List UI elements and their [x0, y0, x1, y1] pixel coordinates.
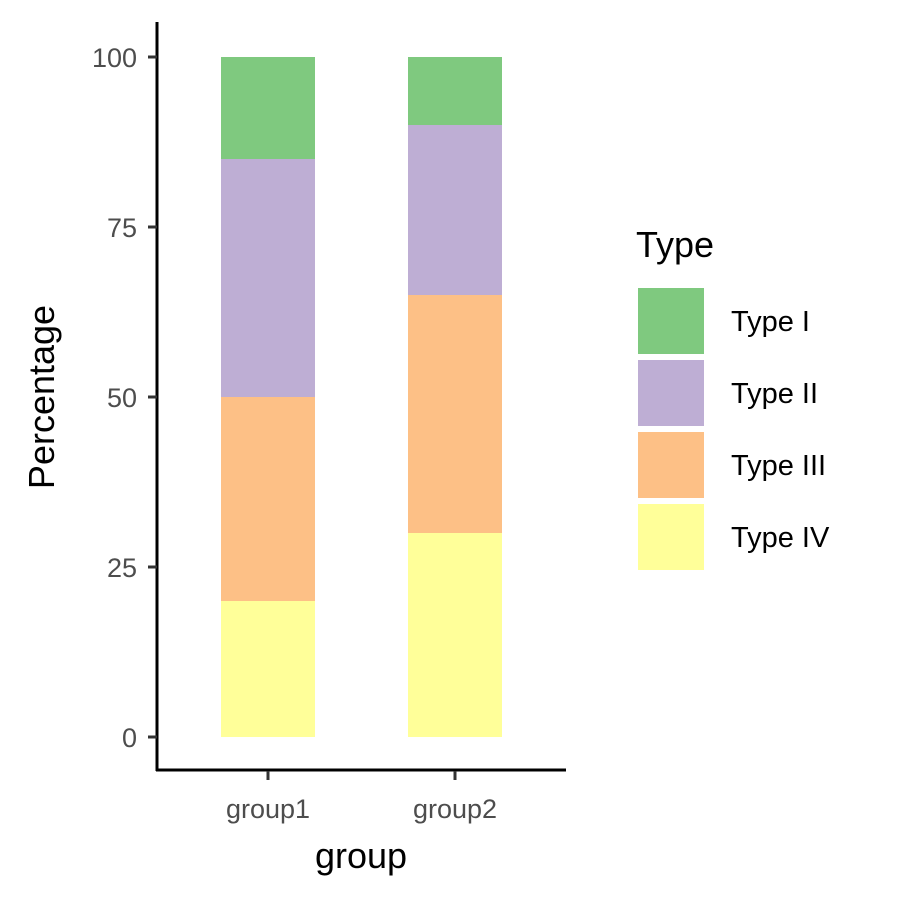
bar-segment-group2-type-iv — [408, 533, 502, 737]
legend-key-type-ii — [638, 360, 704, 426]
x-axis-title: group — [315, 835, 407, 876]
legend-key-type-iv — [638, 504, 704, 570]
legend-label: Type II — [731, 378, 818, 410]
bar-segment-group1-type-ii — [221, 159, 315, 397]
y-tick-label: 100 — [92, 43, 137, 73]
bars-layer — [221, 57, 502, 737]
legend: Type Type I Type II Type III Type IV — [636, 224, 830, 570]
legend-items: Type I Type II Type III Type IV — [638, 288, 830, 570]
x-tick-label: group1 — [226, 794, 310, 824]
y-tick-label: 0 — [122, 723, 137, 753]
legend-key-type-i — [638, 288, 704, 354]
bar-segment-group2-type-ii — [408, 125, 502, 295]
bar-segment-group2-type-i — [408, 57, 502, 125]
bar-segment-group1-type-i — [221, 57, 315, 159]
legend-label: Type I — [731, 306, 810, 338]
bar-segment-group1-type-iv — [221, 601, 315, 737]
y-tick-label: 75 — [107, 213, 137, 243]
y-tick-label: 25 — [107, 553, 137, 583]
x-ticks: group1 group2 — [226, 771, 497, 824]
y-ticks: 0 25 50 75 100 — [92, 43, 157, 753]
axes-layer — [155, 22, 566, 772]
legend-key-type-iii — [638, 432, 704, 498]
y-tick-label: 50 — [107, 383, 137, 413]
bar-segment-group2-type-iii — [408, 295, 502, 533]
legend-label: Type III — [731, 450, 826, 482]
legend-title: Type — [636, 224, 714, 265]
legend-label: Type IV — [731, 522, 830, 554]
bar-segment-group1-type-iii — [221, 397, 315, 601]
x-tick-label: group2 — [413, 794, 497, 824]
y-axis-title: Percentage — [21, 305, 62, 489]
